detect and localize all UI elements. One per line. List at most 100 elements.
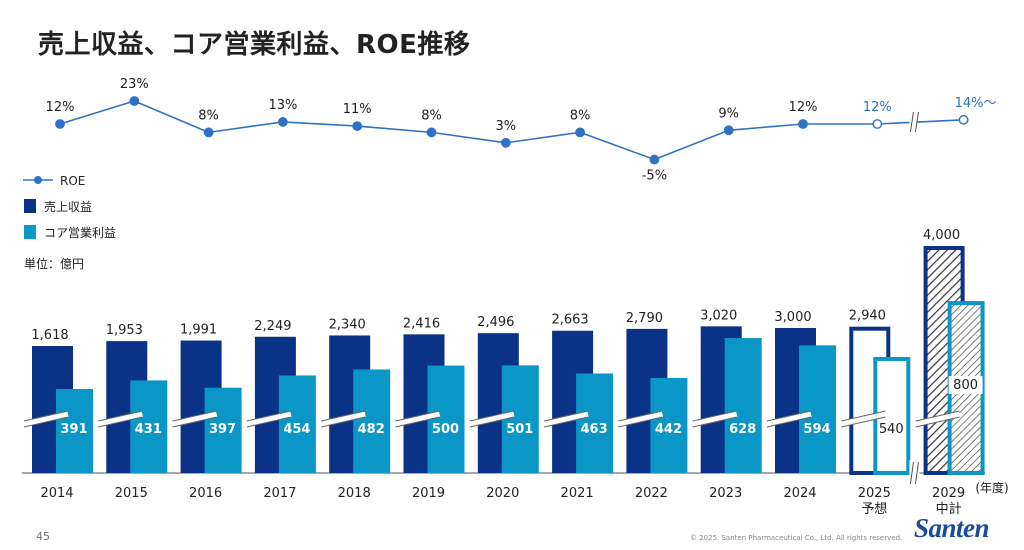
core-op-label-2023: 628	[729, 422, 756, 437]
roe-point-2017	[277, 117, 288, 127]
revenue-label-2025: 2,940	[849, 309, 886, 324]
core-op-label-2014: 391	[60, 422, 87, 437]
axis-break-line-lower-2025	[841, 416, 886, 428]
revenue-label-2029: 4,000	[923, 228, 960, 243]
roe-point-2021	[575, 127, 585, 138]
axis-break-line-upper-2019	[395, 410, 440, 422]
x-tick-2018: 2018	[338, 486, 371, 501]
axis-break-mask-2014	[23, 411, 69, 427]
x-tick-2029: 2029	[932, 486, 965, 501]
axis-break-main-slash-2	[914, 461, 919, 485]
axis-break-line-lower-2017	[246, 416, 292, 428]
axis-break-line-lower-2022	[618, 416, 663, 428]
roe-label-2017: 13%	[268, 98, 297, 113]
axis-break-line-upper-2022	[618, 410, 663, 422]
axis-break-mask-2024	[766, 411, 812, 427]
roe-point-2023	[723, 125, 734, 136]
roe-label-2015: 23%	[120, 77, 149, 92]
x-tick-2016: 2016	[189, 486, 222, 501]
legend-roe-label: ROE	[60, 174, 85, 188]
copyright-notice: © 2025. Santen Pharmaceutical Co., Ltd. …	[690, 534, 903, 542]
legend-revenue-label: 売上収益	[44, 199, 92, 214]
roe-label-2019: 8%	[421, 108, 442, 123]
axis-break-mask-2020	[469, 411, 515, 427]
roe-point-2016	[203, 127, 214, 138]
legend-roe-marker	[34, 176, 42, 184]
axis-break-main-slash-1	[909, 461, 914, 485]
core-op-label-2016: 397	[209, 422, 236, 437]
core-op-bar-2022	[650, 378, 688, 473]
core-op-label-2021: 463	[581, 422, 608, 437]
core-op-bar-2021	[576, 373, 614, 473]
axis-break-line-upper-2024	[766, 410, 812, 422]
x-sublabel-2025: 予想	[861, 501, 887, 517]
axis-break-line-upper-2015	[98, 410, 143, 422]
x-tick-2023: 2023	[709, 486, 742, 501]
roe-point-2020	[500, 137, 511, 148]
santen-logo: Santen	[914, 513, 990, 543]
axis-break-line-upper-2018	[321, 410, 366, 422]
x-tick-2020: 2020	[486, 486, 519, 501]
axis-break-line-lower-2016	[172, 416, 217, 428]
revenue-label-2016: 1,991	[180, 323, 217, 338]
x-tick-2019: 2019	[412, 486, 445, 501]
core-op-bar-2016	[204, 387, 242, 473]
core-op-bar-2024	[799, 345, 836, 473]
revenue-label-2017: 2,249	[254, 319, 291, 334]
legend-core-op-swatch	[24, 225, 36, 239]
roe-break-slash-1	[909, 111, 914, 133]
core-op-bar-2014	[56, 389, 93, 473]
axis-break-mask-2016	[171, 411, 218, 427]
roe-label-2014: 12%	[46, 100, 75, 115]
revenue-label-2022: 2,790	[626, 311, 663, 326]
roe-break-mask	[909, 110, 918, 134]
roe-point-2025	[872, 119, 883, 129]
core-op-bar-2020	[501, 365, 539, 473]
roe-point-2029	[958, 114, 969, 125]
roe-label-2025: 12%	[863, 100, 892, 115]
roe-label-2024: 12%	[789, 100, 818, 115]
axis-break-line-upper-2023	[692, 410, 737, 422]
core-op-bar-2015	[130, 380, 168, 473]
roe-break-slash-2	[914, 111, 919, 133]
core-op-label-bg-2029	[948, 376, 983, 394]
revenue-label-2024: 3,000	[774, 310, 811, 325]
axis-break-line-upper-2020	[469, 410, 514, 422]
axis-break-line-lower-2015	[98, 416, 143, 428]
x-tick-2025: 2025	[858, 486, 891, 501]
core-op-label-2025: 540	[879, 422, 904, 437]
x-tick-2021: 2021	[561, 486, 594, 501]
roe-point-2014	[55, 119, 65, 129]
revenue-label-2014: 1,618	[31, 328, 68, 343]
axis-break-line-lower-2029	[915, 416, 960, 428]
x-tick-2017: 2017	[263, 486, 296, 501]
core-op-label-2017: 454	[283, 422, 310, 437]
axis-break-line-upper-2021	[543, 410, 589, 422]
core-op-label-2022: 442	[655, 422, 682, 437]
roe-label-2020: 3%	[495, 119, 516, 134]
x-sublabel-2029: 中計	[936, 501, 962, 517]
revenue-label-2023: 3,020	[700, 308, 737, 323]
revenue-label-2019: 2,416	[403, 316, 440, 331]
core-op-label-2015: 431	[135, 422, 162, 437]
revenue-label-2021: 2,663	[551, 313, 588, 328]
axis-break-mask-2021	[543, 411, 589, 427]
axis-break-line-upper-2016	[172, 410, 217, 422]
core-op-bar-2018	[353, 369, 391, 473]
x-tick-2024: 2024	[783, 486, 816, 501]
revenue-label-2018: 2,340	[329, 317, 366, 332]
revenue-label-2020: 2,496	[477, 315, 514, 330]
axis-break-mask-2023	[692, 411, 738, 427]
page-number: 45	[36, 530, 50, 543]
unit-label: 単位：億円	[24, 256, 84, 271]
roe-label-2029: 14%～	[955, 96, 997, 111]
legend-revenue-swatch	[24, 199, 36, 213]
roe-label-2016: 8%	[198, 108, 219, 123]
revenue-label-2015: 1,953	[106, 323, 143, 338]
axis-break-line-lower-2014	[23, 416, 69, 428]
axis-break-line-upper-2014	[23, 410, 69, 422]
axis-break-mask-2022	[617, 411, 664, 427]
core-op-bar-2023	[724, 338, 762, 473]
roe-point-2024	[798, 119, 808, 129]
roe-label-2021: 8%	[570, 108, 591, 123]
